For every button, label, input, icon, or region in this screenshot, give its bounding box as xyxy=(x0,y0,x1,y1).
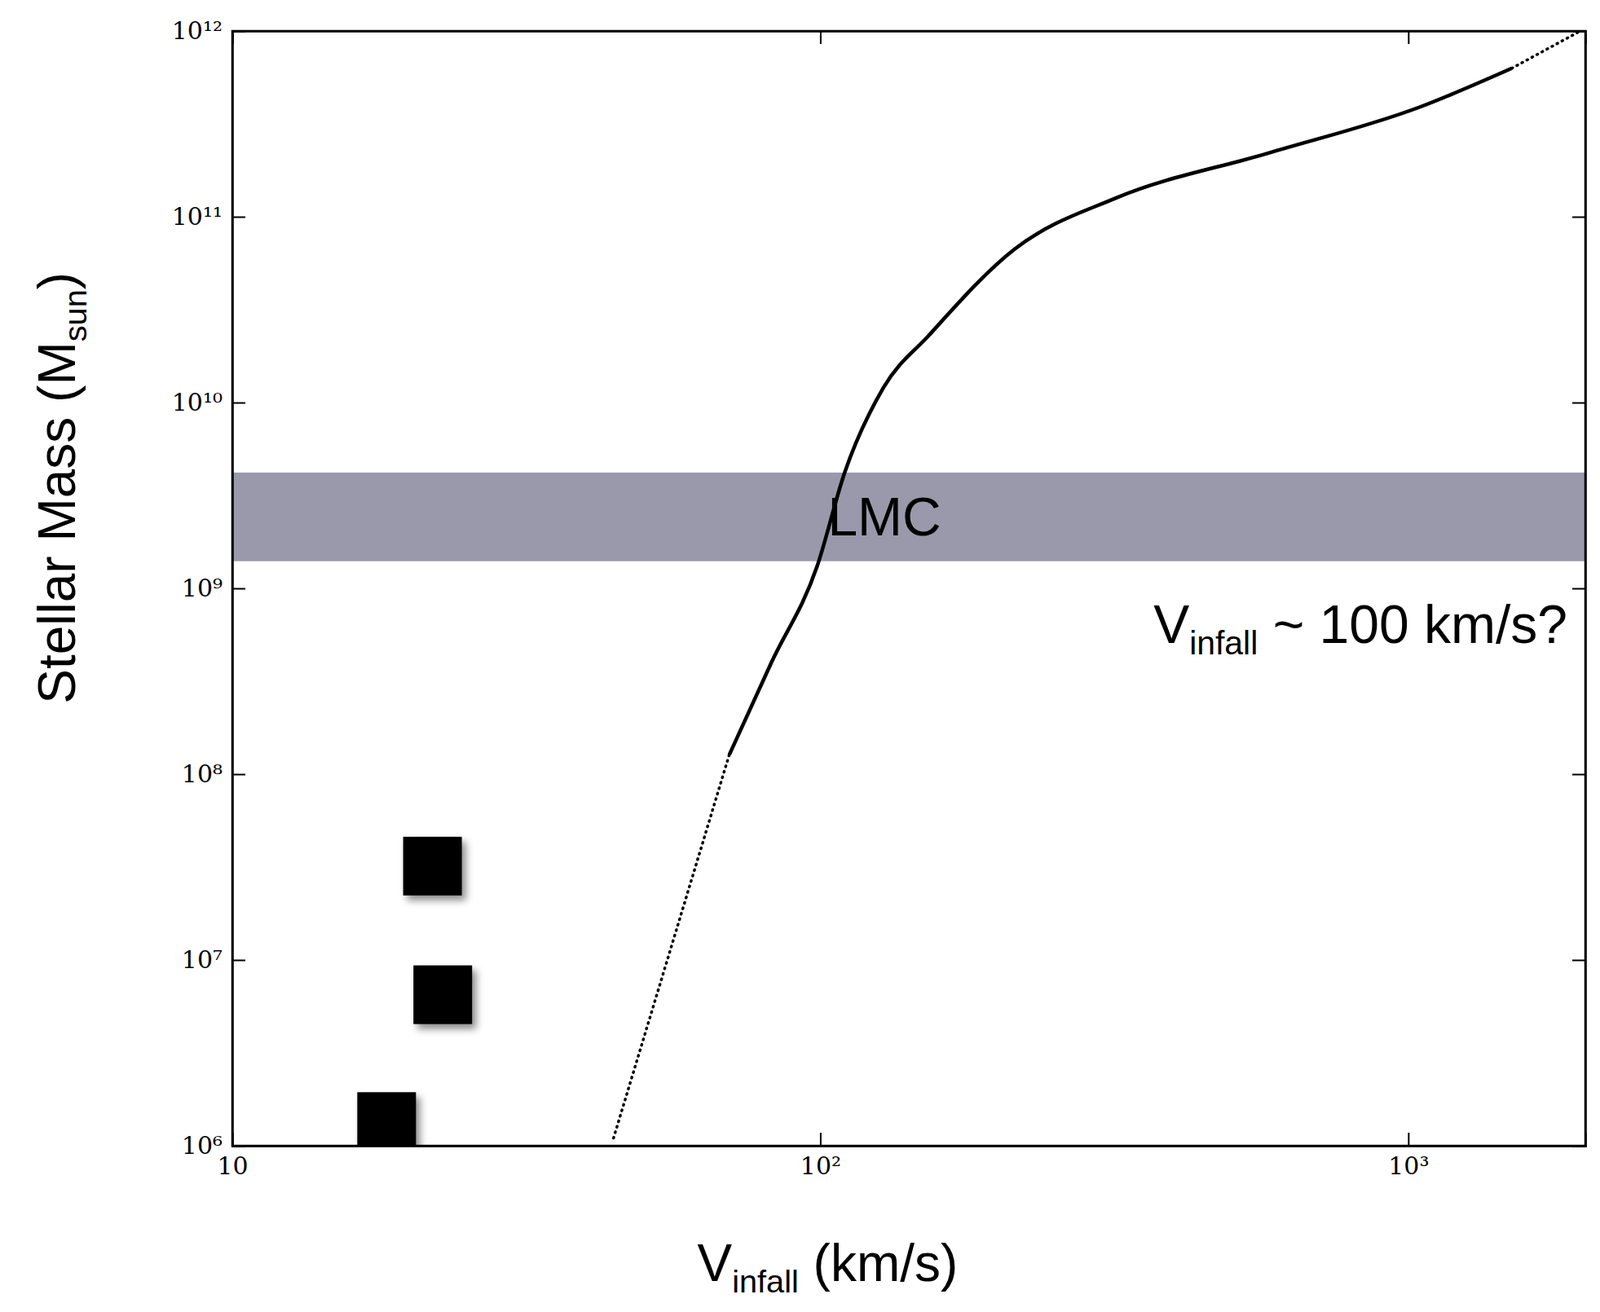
tick: 10¹¹ xyxy=(171,202,246,231)
tick: 10² xyxy=(800,1132,842,1181)
tick-mark xyxy=(1572,402,1586,405)
tick: 10¹² xyxy=(171,16,246,45)
tick-label: 10⁷ xyxy=(181,945,223,975)
chart: 1010²10³10⁶10⁷10⁸10⁹10¹⁰10¹¹10¹²Vinfall … xyxy=(0,0,1600,1312)
text-part: infall xyxy=(1189,624,1258,662)
text-part: ~ 100 km/s? xyxy=(1257,594,1568,655)
tick-label: 10³ xyxy=(1388,1151,1429,1181)
tick-label: 10² xyxy=(800,1151,842,1181)
tick: 10⁸ xyxy=(181,759,246,789)
tick-mark xyxy=(819,1132,822,1147)
tick xyxy=(1572,402,1586,404)
tick xyxy=(1408,30,1410,45)
text-part: Stellar Mass (M xyxy=(27,341,87,705)
point xyxy=(403,837,463,896)
tick xyxy=(819,30,821,45)
tick-mark xyxy=(1572,30,1586,33)
tick: 10⁶ xyxy=(181,1131,246,1160)
tick-mark xyxy=(1572,588,1586,591)
frame xyxy=(232,30,1586,1147)
tick-mark xyxy=(1572,774,1586,776)
text-part: V xyxy=(697,1234,733,1293)
tick-label: 10¹⁰ xyxy=(171,387,223,417)
axis-line xyxy=(233,31,247,1147)
plot-area xyxy=(232,31,1586,1147)
point xyxy=(357,1092,416,1147)
text-part: sun xyxy=(57,289,93,342)
tick xyxy=(1572,1146,1586,1147)
tick-mark xyxy=(1407,30,1410,45)
tick-mark xyxy=(1407,1132,1410,1147)
text-part: V xyxy=(1153,594,1190,655)
axis-line xyxy=(1572,31,1587,1147)
tick: 10¹⁰ xyxy=(171,387,246,417)
axis-line xyxy=(233,1132,1587,1147)
y-axis: 10⁶ 10⁷ 10⁸ 10⁹ 10¹⁰ 10¹¹ 10¹² xyxy=(171,16,246,1160)
tick-mark xyxy=(1572,960,1586,962)
tick-label: 10⁹ xyxy=(181,573,223,603)
tick-label: 10⁸ xyxy=(181,759,223,789)
band xyxy=(232,472,1586,562)
y-axis xyxy=(1572,31,1587,1147)
tick-mark xyxy=(232,1146,246,1148)
tick-label: 10⁶ xyxy=(181,1131,223,1160)
point xyxy=(413,965,472,1025)
tick-mark xyxy=(232,588,246,591)
tick-mark xyxy=(232,960,246,962)
tick-label: 10¹¹ xyxy=(171,202,223,231)
curve xyxy=(613,754,730,1138)
x-axis xyxy=(233,30,1587,45)
tick-mark xyxy=(232,402,246,405)
annotation: Vinfall ~ 100 km/s? xyxy=(1153,594,1568,663)
tick-mark xyxy=(232,216,246,219)
x-axis-title: Vinfall (km/s) xyxy=(697,1234,959,1300)
curve xyxy=(1511,31,1579,69)
x-axis: 1010²10³ xyxy=(216,1132,1586,1181)
tick: 10³ xyxy=(1388,1132,1429,1181)
tick-mark xyxy=(819,30,822,45)
tick xyxy=(1572,216,1586,218)
tick xyxy=(1572,774,1586,776)
tick xyxy=(1572,588,1586,590)
band-label: LMC xyxy=(827,486,941,547)
axis-line xyxy=(233,31,1587,45)
tick: 10⁷ xyxy=(181,945,246,975)
tick xyxy=(1572,960,1586,961)
tick-label: 10¹² xyxy=(171,16,223,45)
text-part: (km/s) xyxy=(798,1234,959,1293)
tick-mark xyxy=(232,30,246,33)
tick-mark xyxy=(232,774,246,776)
text-part: ) xyxy=(27,272,87,290)
text-part: infall xyxy=(731,1263,799,1300)
y-axis-title: Stellar Mass (Msun) xyxy=(27,272,93,705)
tick-mark xyxy=(1572,1146,1586,1148)
tick: 10⁹ xyxy=(181,573,246,603)
tick-mark xyxy=(1572,216,1586,219)
tick xyxy=(1572,30,1586,32)
